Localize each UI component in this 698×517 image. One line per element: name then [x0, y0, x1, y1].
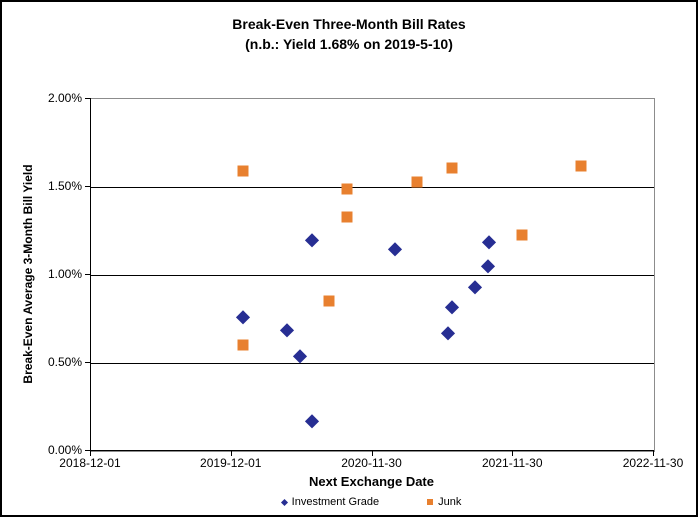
- data-point-square: [411, 176, 423, 188]
- y-tick-label: 1.50%: [47, 179, 82, 193]
- x-tick-label: 2021-11-30: [482, 456, 543, 470]
- y-axis-line: [90, 98, 91, 451]
- data-point-diamond: [305, 233, 320, 247]
- y-axis-tick: [85, 186, 90, 187]
- data-point-diamond: [468, 280, 482, 295]
- x-axis-title: Next Exchange Date: [309, 474, 434, 489]
- data-point-square: [237, 165, 249, 177]
- data-point-diamond: [481, 259, 495, 273]
- investment-grade-diamond-icon: [280, 498, 288, 506]
- data-point-diamond: [388, 241, 402, 256]
- x-axis-tick: [371, 451, 373, 456]
- plot-area: [90, 98, 655, 452]
- data-point-diamond: [236, 310, 250, 324]
- data-point-square: [446, 162, 458, 174]
- data-point-diamond: [305, 414, 320, 428]
- y-tick-label: 2.00%: [47, 91, 82, 105]
- x-axis-line: [85, 450, 654, 451]
- gridline: [91, 275, 654, 276]
- legend-label-investment-grade: Investment Grade: [291, 496, 380, 508]
- y-axis-tick: [85, 450, 90, 451]
- data-point-square: [516, 229, 528, 241]
- x-axis-tick: [653, 451, 654, 456]
- y-tick-label: 1.00%: [47, 267, 82, 281]
- legend-item-junk: Junk: [427, 496, 461, 508]
- data-point-square: [237, 339, 249, 351]
- data-point-diamond: [441, 326, 456, 340]
- y-axis-tick: [85, 274, 90, 275]
- x-tick-label: 2019-12-01: [200, 456, 262, 470]
- y-tick-label: 0.00%: [47, 443, 82, 457]
- x-tick-label: 2020-11-30: [341, 456, 402, 470]
- data-point-square: [341, 211, 353, 223]
- data-point-diamond: [280, 322, 294, 337]
- gridline: [91, 363, 654, 364]
- chart-title-line1: Break-Even Three-Month Bill Rates: [232, 16, 466, 32]
- data-point-square: [341, 183, 353, 195]
- data-point-diamond: [482, 234, 496, 249]
- x-axis-tick: [90, 451, 91, 456]
- chart-title: Break-Even Three-Month Bill Rates (n.b.:…: [2, 14, 696, 54]
- data-point-square: [575, 160, 587, 172]
- x-axis-tick: [230, 451, 232, 456]
- x-tick-label: 2022-11-30: [622, 456, 684, 470]
- legend-item-investment-grade: Investment Grade: [280, 496, 380, 508]
- x-axis-tick: [512, 451, 514, 456]
- x-tick-label: 2018-12-01: [59, 456, 121, 470]
- legend-label-junk: Junk: [438, 496, 462, 508]
- y-axis-tick: [85, 98, 90, 99]
- data-point-diamond: [293, 349, 308, 363]
- y-tick-label: 0.50%: [47, 355, 82, 369]
- data-point-square: [323, 295, 335, 307]
- data-point-diamond: [445, 299, 460, 314]
- gridline: [91, 187, 654, 188]
- legend: Investment Grade Junk: [90, 496, 653, 508]
- chart-title-line2: (n.b.: Yield 1.68% on 2019-5-10): [245, 36, 453, 52]
- junk-square-icon: [427, 499, 434, 505]
- y-axis-tick: [85, 362, 90, 363]
